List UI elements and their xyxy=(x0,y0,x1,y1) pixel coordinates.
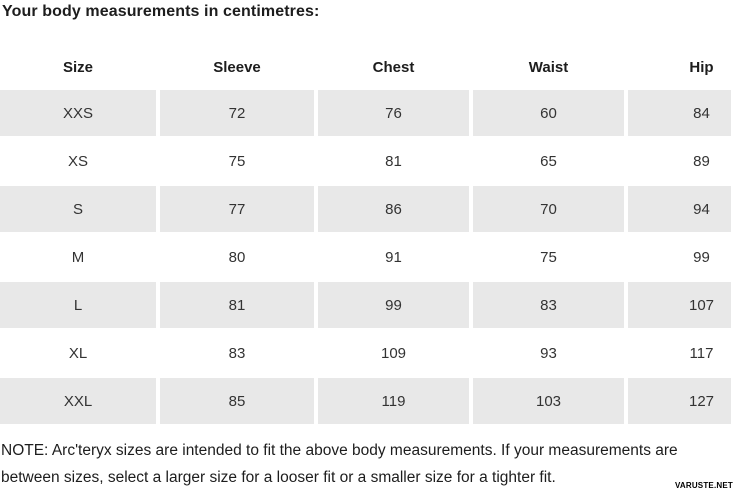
column-header-hip: Hip xyxy=(689,58,714,76)
size-label: L xyxy=(0,282,156,328)
sleeve-value: 83 xyxy=(228,344,246,362)
column-header-chest: Chest xyxy=(372,58,415,76)
table-row-xl: XL 83 109 93 117 xyxy=(0,330,735,376)
table-row-s: S 77 86 70 94 xyxy=(0,186,735,232)
size-label: XXS xyxy=(0,90,156,136)
waist-value: 60 xyxy=(473,90,624,136)
hip-value: 107 xyxy=(628,282,731,328)
page-title: Your body measurements in centimetres: xyxy=(2,3,320,20)
hip-value: 117 xyxy=(689,344,714,362)
sleeve-value: 80 xyxy=(228,248,246,266)
size-label: XL xyxy=(68,344,88,362)
hip-value: 89 xyxy=(693,152,710,170)
waist-value: 65 xyxy=(540,152,557,170)
chest-value: 91 xyxy=(385,248,402,266)
sleeve-value: 81 xyxy=(160,282,314,328)
waist-value: 75 xyxy=(540,248,557,266)
size-label: S xyxy=(0,186,156,232)
hip-value: 84 xyxy=(628,90,731,136)
varuste-net-watermark-logo: VARUSTE.NET xyxy=(674,481,733,490)
sizing-note-line-1: NOTE: Arc'teryx sizes are intended to fi… xyxy=(1,442,678,459)
table-row-m: M 80 91 75 99 xyxy=(0,234,735,280)
column-header-size: Size xyxy=(62,58,93,76)
chest-value: 81 xyxy=(385,152,402,170)
size-chart-table: Size Sleeve Chest Waist Hip XXS 72 76 60… xyxy=(0,46,735,424)
sleeve-value: 75 xyxy=(228,152,246,170)
waist-value: 103 xyxy=(473,378,624,424)
table-row-xs: XS 75 81 65 89 xyxy=(0,138,735,184)
table-row-xxs: XXS 72 76 60 84 xyxy=(0,90,735,136)
chest-value: 86 xyxy=(318,186,469,232)
sleeve-value: 72 xyxy=(160,90,314,136)
table-row-l: L 81 99 83 107 xyxy=(0,282,735,328)
sleeve-value: 85 xyxy=(160,378,314,424)
chest-value: 99 xyxy=(318,282,469,328)
hip-value: 94 xyxy=(628,186,731,232)
chest-value: 76 xyxy=(318,90,469,136)
waist-value: 93 xyxy=(540,344,557,362)
size-label: XXL xyxy=(0,378,156,424)
chest-value: 119 xyxy=(318,378,469,424)
chest-value: 109 xyxy=(380,344,407,362)
size-label: M xyxy=(71,248,85,266)
column-header-sleeve: Sleeve xyxy=(213,58,261,76)
waist-value: 83 xyxy=(473,282,624,328)
sleeve-value: 77 xyxy=(160,186,314,232)
size-label: XS xyxy=(67,152,88,170)
table-row-xxl: XXL 85 119 103 127 xyxy=(0,378,735,424)
hip-value: 127 xyxy=(628,378,731,424)
column-header-waist: Waist xyxy=(528,58,569,76)
sizing-note-line-2: between sizes, select a larger size for … xyxy=(1,469,556,486)
hip-value: 99 xyxy=(693,248,710,266)
sizing-note: NOTE: Arc'teryx sizes are intended to fi… xyxy=(1,437,733,491)
table-header-row: Size Sleeve Chest Waist Hip xyxy=(0,46,735,88)
waist-value: 70 xyxy=(473,186,624,232)
